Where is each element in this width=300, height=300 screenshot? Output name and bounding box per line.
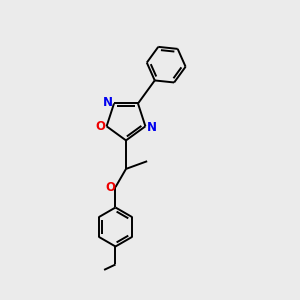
Text: N: N bbox=[103, 96, 113, 109]
Text: O: O bbox=[105, 181, 116, 194]
Text: O: O bbox=[95, 120, 105, 133]
Text: N: N bbox=[146, 121, 156, 134]
